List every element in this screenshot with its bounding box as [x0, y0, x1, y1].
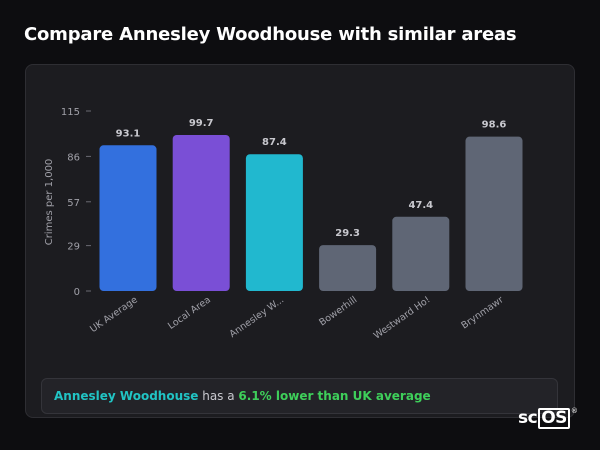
bar	[319, 245, 377, 291]
y-tick-label: 57	[67, 198, 80, 209]
x-category-label: UK Average	[88, 294, 140, 335]
bar	[99, 145, 157, 291]
y-tick-label: 86	[67, 152, 80, 163]
y-tick-label: 115	[61, 107, 80, 118]
bar-value-label: 98.6	[482, 120, 507, 131]
bar	[172, 134, 230, 291]
summary-highlight: 6.1% lower than UK average	[238, 389, 431, 403]
x-category-label: Brynmawr	[459, 294, 505, 331]
bars: 93.1 UK Average 99.7 Local Area 87.4 Annesley…	[88, 118, 523, 342]
bar-value-label: 47.4	[408, 200, 433, 211]
y-axis: 0 29 57 86 115	[61, 107, 91, 298]
bar-value-label: 29.3	[335, 228, 360, 239]
x-category-label: Annesley W...	[228, 294, 287, 340]
page-title: Compare Annesley Woodhouse with similar …	[24, 24, 517, 45]
y-axis-label: Crimes per 1,000	[44, 159, 55, 246]
bar	[465, 136, 523, 291]
scos-logo: sc OS ®	[518, 407, 578, 429]
y-tick-label: 29	[67, 242, 80, 253]
x-category-label: Westward Ho!	[372, 294, 433, 341]
bar-value-label: 87.4	[262, 137, 287, 148]
bar-value-label: 99.7	[189, 118, 214, 129]
bar-value-label: 93.1	[116, 128, 141, 139]
comparison-summary: Annesley Woodhouse has a 6.1% lower than…	[41, 378, 558, 414]
bar	[245, 154, 303, 291]
bar	[392, 216, 450, 291]
summary-area-name: Annesley Woodhouse	[54, 389, 199, 403]
x-category-label: Local Area	[166, 294, 213, 331]
summary-text: has a	[198, 389, 239, 403]
x-category-label: Bowerhill	[317, 294, 359, 328]
y-tick-label: 0	[74, 287, 80, 298]
